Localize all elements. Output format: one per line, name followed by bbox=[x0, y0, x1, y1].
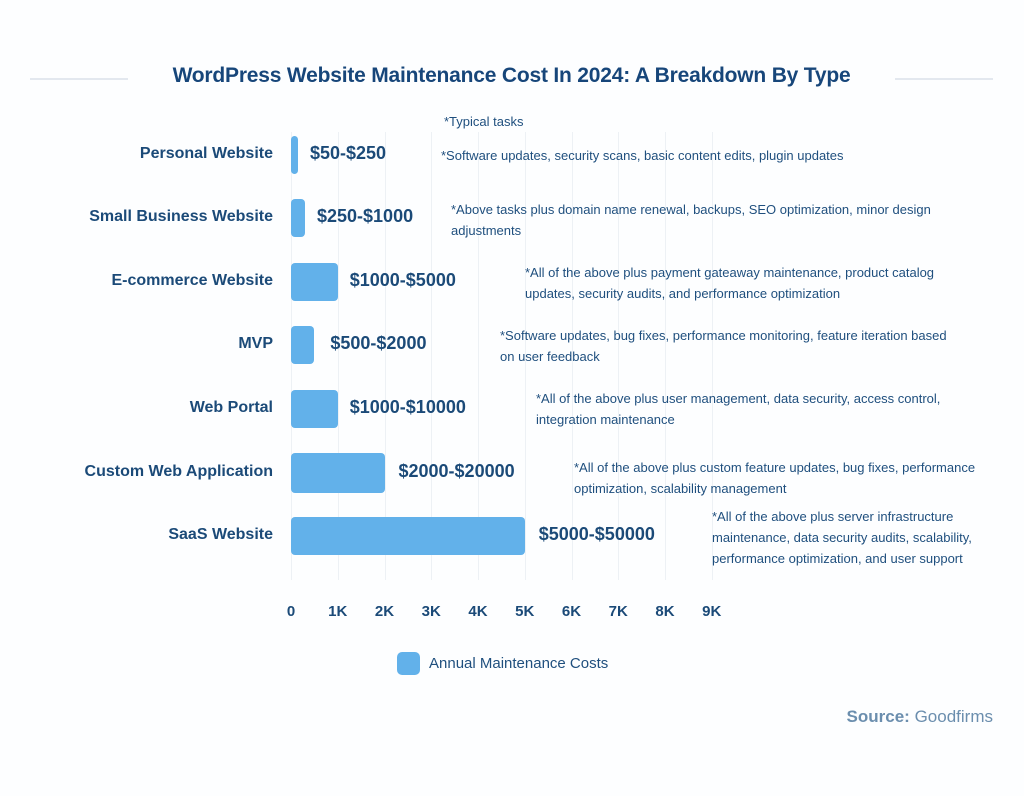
x-tick-label: 6K bbox=[561, 603, 582, 620]
x-tick-label: 9K bbox=[702, 603, 722, 620]
category-label: SaaS Website bbox=[168, 526, 273, 543]
gridline bbox=[618, 132, 620, 580]
title-divider-right bbox=[895, 78, 993, 80]
x-tick-label: 2K bbox=[374, 603, 395, 620]
legend: Annual Maintenance Costs bbox=[397, 652, 608, 675]
task-note: *Above tasks plus domain name renewal, b… bbox=[451, 202, 931, 238]
bar bbox=[291, 390, 338, 428]
range-label: $50-$250 bbox=[310, 143, 387, 163]
source-name: Goodfirms bbox=[914, 707, 993, 726]
x-tick-label: 8K bbox=[655, 603, 675, 620]
x-tick-label: 3K bbox=[421, 603, 441, 620]
gridline bbox=[337, 132, 339, 580]
bar bbox=[291, 326, 315, 364]
task-note: *All of the above plus custom feature up… bbox=[574, 460, 976, 496]
x-tick-label: 1K bbox=[328, 603, 348, 620]
title-divider-left bbox=[30, 78, 128, 80]
range-label: $250-$1000 bbox=[317, 206, 414, 226]
category-label: E-commerce Website bbox=[111, 272, 273, 289]
x-tick-label: 7K bbox=[608, 603, 628, 620]
chart-title: WordPress Website Maintenance Cost In 20… bbox=[172, 64, 851, 87]
range-label: $5000-$50000 bbox=[538, 524, 655, 544]
gridline bbox=[711, 132, 713, 580]
range-label: $1000-$5000 bbox=[349, 270, 456, 290]
task-note: *All of the above plus payment gateaway … bbox=[525, 265, 935, 301]
task-note: *Software updates, security scans, basic… bbox=[441, 148, 844, 163]
legend-swatch-icon bbox=[397, 652, 420, 675]
legend-label: Annual Maintenance Costs bbox=[429, 655, 609, 672]
task-note: *All of the above plus server infrastruc… bbox=[712, 509, 972, 566]
category-label: Personal Website bbox=[139, 145, 273, 162]
category-label: MVP bbox=[238, 335, 273, 352]
category-label: Small Business Website bbox=[89, 208, 273, 225]
bar bbox=[291, 136, 298, 174]
gridline bbox=[665, 132, 666, 580]
category-label: Custom Web Application bbox=[84, 463, 273, 480]
source-prefix: Source: bbox=[846, 707, 910, 726]
x-tick-label: 0 bbox=[286, 603, 296, 620]
gridline bbox=[478, 132, 479, 580]
bar bbox=[291, 453, 385, 493]
task-note: *All of the above plus user management, … bbox=[536, 391, 941, 427]
range-label: $500-$2000 bbox=[330, 333, 427, 353]
gridline bbox=[571, 132, 573, 580]
range-label: $1000-$10000 bbox=[349, 397, 466, 417]
x-tick-label: 4K bbox=[468, 603, 488, 620]
typical-tasks-label: *Typical tasks bbox=[444, 114, 524, 129]
gridline bbox=[431, 132, 433, 580]
gridline bbox=[384, 132, 386, 580]
bar bbox=[291, 517, 525, 555]
bar bbox=[291, 199, 305, 237]
bar bbox=[291, 263, 338, 301]
category-label: Web Portal bbox=[189, 399, 273, 416]
range-label: $2000-$20000 bbox=[398, 461, 515, 481]
x-tick-label: 5K bbox=[515, 603, 535, 620]
gridline bbox=[524, 132, 526, 580]
source-credit: Source: Goodfirms bbox=[847, 707, 993, 727]
task-note: *Software updates, bug fixes, performanc… bbox=[500, 328, 947, 364]
chart-title-block: WordPress Website Maintenance Cost In 20… bbox=[0, 60, 1024, 98]
